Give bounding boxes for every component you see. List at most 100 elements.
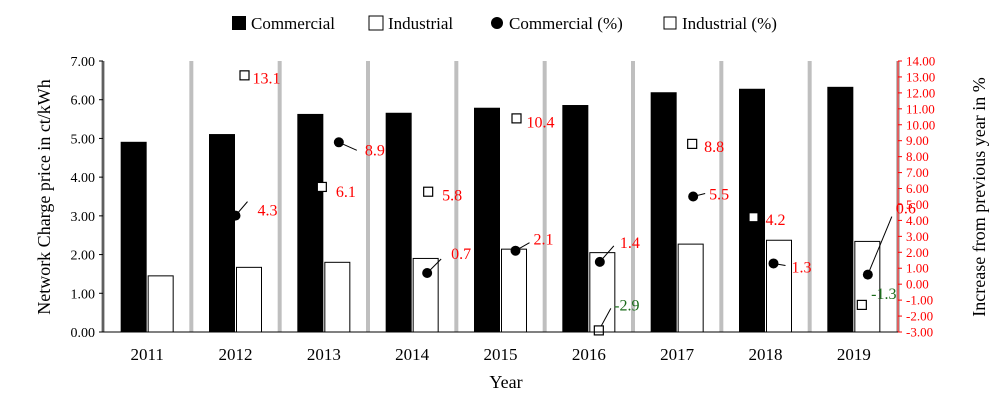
y2-tick-label: -1.00 bbox=[906, 293, 933, 308]
y2-tick-label: 0.00 bbox=[906, 277, 929, 292]
data-labels: 4.3 13.1 8.9 6.1 0.7 5.8 2.1 10.4 1.4 -2.9 5.5 8.8 1… bbox=[253, 70, 916, 314]
commercial-pct-label: 2.1 bbox=[534, 232, 554, 249]
y2-tick-label: 1.00 bbox=[906, 261, 929, 276]
y-tick-label: 7.00 bbox=[71, 55, 96, 70]
y2-tick-label: -3.00 bbox=[906, 325, 933, 340]
bar-commercial bbox=[209, 134, 235, 333]
industrial-pct-marker bbox=[239, 70, 250, 81]
x-tick-label: 2017 bbox=[660, 345, 695, 364]
commercial-pct-label: 0.7 bbox=[451, 246, 471, 263]
y2-tick-label: 5.00 bbox=[906, 197, 929, 212]
category-separator bbox=[189, 61, 194, 332]
category-separator bbox=[542, 61, 547, 332]
legend-label: Industrial bbox=[388, 14, 453, 33]
bar-commercial bbox=[650, 92, 677, 333]
bar-commercial bbox=[739, 88, 765, 333]
y2-tick-label: 6.00 bbox=[906, 181, 929, 196]
industrial-pct-label: -2.9 bbox=[614, 297, 639, 314]
y-tick-label: 3.00 bbox=[71, 210, 96, 225]
y2-axis-title: Increase from previous year in % bbox=[969, 77, 989, 316]
x-tick-label: 2018 bbox=[749, 345, 783, 364]
legend-label: Commercial (%) bbox=[509, 14, 623, 33]
y-tick-label: 5.00 bbox=[71, 132, 96, 147]
commercial-pct-marker bbox=[768, 258, 779, 269]
commercial-pct-marker bbox=[230, 210, 241, 221]
y2-tick-label: 7.00 bbox=[906, 165, 929, 180]
industrial-pct-marker bbox=[856, 299, 867, 310]
y-tick-label: 4.00 bbox=[71, 171, 96, 186]
bar-industrial bbox=[147, 275, 174, 333]
bar-commercial bbox=[120, 141, 147, 333]
category-separator bbox=[631, 61, 635, 332]
y2-tick-label: 8.00 bbox=[906, 149, 929, 164]
leader-line bbox=[867, 216, 893, 275]
x-tick-label: 2012 bbox=[219, 345, 253, 364]
x-tick-label: 2013 bbox=[307, 345, 341, 364]
commercial-pct-marker bbox=[688, 191, 699, 202]
commercial-pct-marker bbox=[862, 269, 873, 280]
y2-tick-label: 9.00 bbox=[906, 133, 929, 148]
bars bbox=[120, 86, 881, 333]
bar-commercial bbox=[385, 112, 412, 333]
commercial-pct-label: 4.3 bbox=[258, 203, 278, 220]
commercial-pct-marker bbox=[333, 137, 344, 148]
legend-swatch-industrial-pct bbox=[663, 16, 677, 30]
bar-commercial bbox=[297, 113, 324, 333]
commercial-pct-label: 8.9 bbox=[365, 142, 385, 159]
legend: Commercial Industrial Commercial (%) Indust… bbox=[232, 14, 777, 33]
industrial-pct-label: 8.8 bbox=[704, 139, 724, 156]
y-tick-label: 1.00 bbox=[71, 287, 96, 302]
bar-industrial bbox=[236, 266, 262, 333]
industrial-pct-label: 10.4 bbox=[527, 114, 555, 131]
legend-swatch-commercial bbox=[232, 16, 246, 30]
x-tick-label: 2019 bbox=[837, 345, 871, 364]
bar-commercial bbox=[474, 107, 500, 333]
y2-tick-label: 10.00 bbox=[906, 117, 935, 132]
y2-tick-label: -2.00 bbox=[906, 309, 933, 324]
category-separator bbox=[454, 61, 459, 332]
y2-tick-label: 12.00 bbox=[906, 85, 935, 100]
commercial-pct-label: 5.5 bbox=[709, 187, 729, 204]
industrial-pct-marker bbox=[593, 325, 604, 336]
category-separator bbox=[719, 61, 724, 332]
industrial-pct-marker bbox=[316, 181, 327, 193]
industrial-pct-label: 6.1 bbox=[336, 184, 356, 201]
commercial-pct-marker bbox=[594, 256, 605, 267]
bar-commercial bbox=[827, 86, 854, 333]
legend-swatch-commercial-pct bbox=[491, 17, 503, 29]
bar-commercial bbox=[562, 105, 589, 333]
commercial-pct-marker bbox=[510, 245, 521, 256]
bar-industrial bbox=[501, 248, 527, 333]
x-tick-label: 2014 bbox=[395, 345, 430, 364]
y-axis-title: Network Charge price in ct/kWh bbox=[34, 79, 54, 315]
y-tick-label: 0.00 bbox=[71, 326, 96, 341]
y2-tick-label: 4.00 bbox=[906, 213, 929, 228]
category-separator bbox=[366, 61, 370, 332]
commercial-pct-label: 1.4 bbox=[620, 235, 640, 252]
x-tick-label: 2015 bbox=[484, 345, 518, 364]
industrial-pct-marker bbox=[423, 186, 434, 197]
category-separator bbox=[807, 61, 812, 332]
y2-tick-label: 11.00 bbox=[906, 101, 935, 116]
industrial-pct-label: -1.3 bbox=[871, 286, 896, 303]
axes: 0.001.002.003.004.005.006.007.00-3.00-2.… bbox=[71, 54, 936, 365]
y2-tick-label: 3.00 bbox=[906, 229, 929, 244]
legend-swatch-industrial bbox=[368, 15, 384, 31]
y2-tick-label: 14.00 bbox=[906, 54, 935, 69]
y-tick-label: 6.00 bbox=[71, 94, 96, 109]
x-tick-label: 2016 bbox=[572, 345, 606, 364]
commercial-pct-label: 1.3 bbox=[792, 259, 812, 276]
x-axis-title: Year bbox=[489, 372, 522, 392]
industrial-pct-label: 13.1 bbox=[253, 70, 281, 87]
y2-tick-label: 2.00 bbox=[906, 245, 929, 260]
x-tick-label: 2011 bbox=[130, 345, 163, 364]
percent-markers bbox=[230, 70, 873, 336]
industrial-pct-marker bbox=[687, 138, 698, 149]
industrial-pct-label: 4.2 bbox=[766, 212, 786, 229]
legend-label: Commercial bbox=[251, 14, 335, 33]
legend-label: Industrial (%) bbox=[682, 14, 777, 33]
industrial-pct-marker bbox=[511, 113, 522, 124]
industrial-pct-label: 5.8 bbox=[442, 188, 462, 205]
bar-industrial bbox=[766, 239, 792, 333]
